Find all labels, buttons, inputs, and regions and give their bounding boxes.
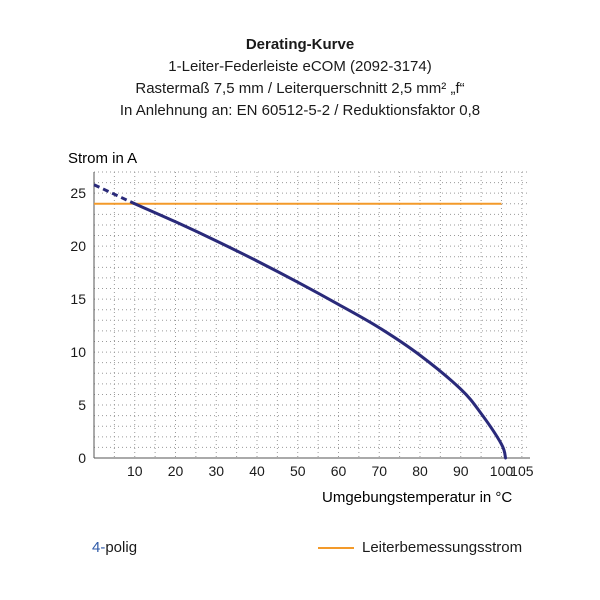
x-tick-label: 50 bbox=[290, 463, 306, 479]
chart-subtitle-standard: In Anlehnung an: EN 60512-5-2 / Reduktio… bbox=[119, 102, 481, 119]
y-tick-label: 25 bbox=[70, 185, 86, 201]
legend-series-4-polig: 4-polig bbox=[92, 539, 137, 556]
x-tick-label: 20 bbox=[168, 463, 184, 479]
x-tick-label: 60 bbox=[331, 463, 347, 479]
chart-subtitle-spec: Rastermaß 7,5 mm / Leiterquerschnitt 2,5… bbox=[135, 80, 465, 97]
x-tick-label: 100 bbox=[490, 463, 514, 479]
x-tick-label: 80 bbox=[412, 463, 428, 479]
x-tick-label: 30 bbox=[208, 463, 224, 479]
y-tick-label: 5 bbox=[78, 397, 86, 413]
derating-curve-4-polig bbox=[133, 202, 508, 460]
legend-rated-swatch bbox=[318, 546, 354, 549]
x-tick-label: 70 bbox=[371, 463, 387, 479]
y-tick-label: 10 bbox=[70, 344, 86, 360]
x-axis-label: Umgebungstemperatur in °C bbox=[322, 489, 512, 506]
y-tick-label: 0 bbox=[78, 450, 86, 466]
y-axis-label: Strom in A bbox=[68, 150, 137, 167]
legend-rated-current: Leiterbemessungsstrom bbox=[318, 539, 522, 556]
legend-rated-label: Leiterbemessungsstrom bbox=[362, 539, 523, 556]
y-tick-label: 15 bbox=[70, 291, 86, 307]
y-tick-label: 20 bbox=[70, 238, 86, 254]
derating-curve-extrapolated bbox=[93, 183, 136, 206]
chart-title: Derating-Kurve bbox=[245, 36, 355, 53]
legend-series-number: 4- bbox=[92, 539, 106, 556]
x-tick-label: 105 bbox=[510, 463, 534, 479]
chart-subtitle-product: 1-Leiter-Federleiste eCOM (2092-3174) bbox=[168, 58, 432, 75]
x-tick-label: 90 bbox=[453, 463, 469, 479]
x-tick-label: 40 bbox=[249, 463, 265, 479]
legend-series-text: polig bbox=[105, 539, 138, 556]
x-tick-label: 10 bbox=[127, 463, 143, 479]
chart-title-block: Derating-Kurve 1-Leiter-Federleiste eCOM… bbox=[0, 34, 600, 122]
